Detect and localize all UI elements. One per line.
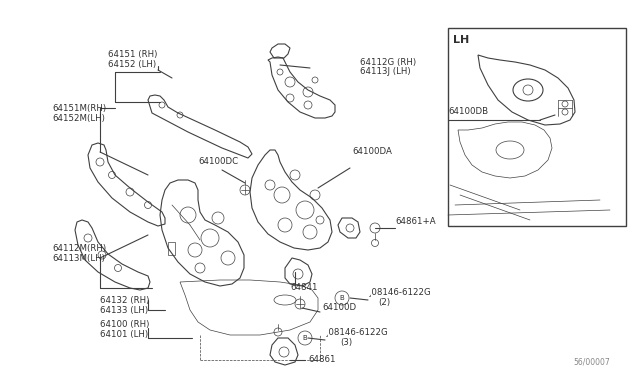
- Text: 64861: 64861: [308, 356, 335, 365]
- Text: 64113M(LH): 64113M(LH): [52, 253, 105, 263]
- Text: B: B: [303, 335, 307, 341]
- Text: 64152 (LH): 64152 (LH): [108, 61, 156, 70]
- Text: 64100DB: 64100DB: [448, 108, 488, 116]
- Text: 64113J (LH): 64113J (LH): [360, 67, 411, 77]
- Text: 64133 (LH): 64133 (LH): [100, 305, 148, 314]
- Text: 64112G (RH): 64112G (RH): [360, 58, 416, 67]
- Text: 64100DA: 64100DA: [352, 148, 392, 157]
- Text: ¸08146-6122G: ¸08146-6122G: [325, 327, 388, 337]
- Text: (3): (3): [340, 337, 352, 346]
- Text: 64112M(RH): 64112M(RH): [52, 244, 106, 253]
- Text: 64151 (RH): 64151 (RH): [108, 51, 157, 60]
- Text: 64152M(LH): 64152M(LH): [52, 113, 105, 122]
- Text: (2): (2): [378, 298, 390, 307]
- Circle shape: [295, 299, 305, 309]
- Text: 64132 (RH): 64132 (RH): [100, 295, 149, 305]
- Text: 64100DC: 64100DC: [198, 157, 238, 167]
- Text: 56/00007: 56/00007: [573, 357, 610, 366]
- Text: 64151M(RH): 64151M(RH): [52, 103, 106, 112]
- Circle shape: [240, 185, 250, 195]
- Bar: [448, 28, 626, 226]
- Text: B: B: [340, 295, 344, 301]
- Text: 64861+A: 64861+A: [395, 218, 436, 227]
- Text: 64841: 64841: [290, 283, 317, 292]
- Text: LH: LH: [453, 35, 469, 45]
- Text: 64100 (RH): 64100 (RH): [100, 321, 149, 330]
- Text: 64101 (LH): 64101 (LH): [100, 330, 148, 340]
- Text: 64100D: 64100D: [322, 304, 356, 312]
- Text: ¸08146-6122G: ¸08146-6122G: [368, 288, 432, 296]
